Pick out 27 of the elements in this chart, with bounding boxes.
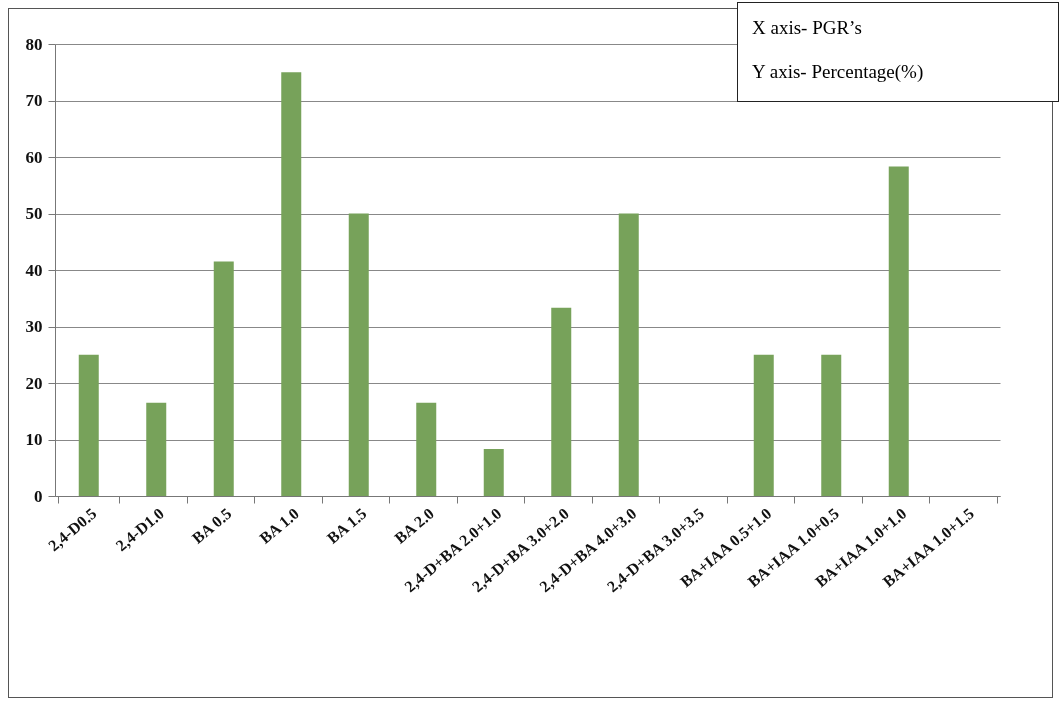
y-tick-label: 70 [25, 91, 43, 110]
bar [888, 166, 909, 496]
y-tick-label: 30 [25, 317, 43, 336]
note-box: X axis- PGR’s Y axis- Percentage(%) [737, 2, 1059, 102]
bar [821, 354, 842, 496]
x-tick-label: BA 0.5 [188, 504, 235, 547]
y-tick-label: 10 [25, 430, 43, 449]
annotation: Y axis- Percentage(%) [752, 61, 925, 83]
y-tick-label: 0 [34, 486, 43, 506]
bar [416, 402, 437, 496]
bar [281, 72, 302, 496]
y-tick-label: 50 [25, 204, 43, 223]
bar [551, 307, 572, 496]
bar [146, 402, 167, 496]
bar [753, 354, 774, 496]
bar [348, 213, 369, 496]
y-tick-label: 20 [25, 373, 43, 393]
y-tick-label: 80 [25, 34, 43, 54]
y-tick-label: 40 [25, 260, 43, 280]
bar [618, 213, 639, 496]
y-tick-label: 60 [25, 147, 43, 167]
bar [213, 261, 234, 496]
bar [483, 449, 504, 496]
x-tick-label: BA 2.0 [391, 504, 438, 547]
x-tick-label: BA 1.0 [256, 504, 303, 547]
bar [78, 354, 99, 496]
x-tick-label: BA 1.5 [323, 504, 370, 547]
